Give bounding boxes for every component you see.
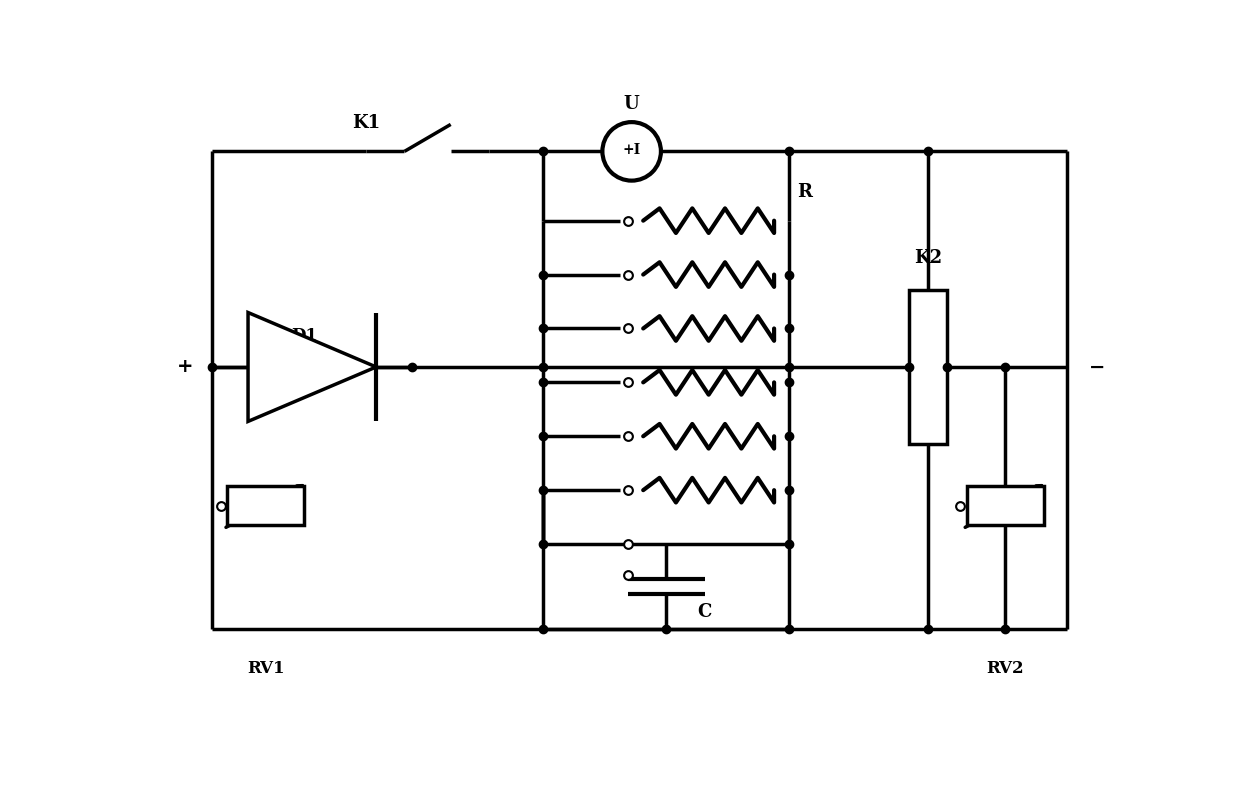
Text: RV1: RV1 [247,660,285,676]
Bar [967,486,1044,525]
Bar [227,486,304,525]
Text: D1: D1 [291,327,317,344]
Text: −: − [1089,358,1106,377]
Text: K1: K1 [352,114,381,132]
Polygon shape [248,312,376,421]
Bar [909,290,947,444]
Text: +I: +I [622,143,641,157]
Text: U: U [624,95,640,113]
Text: K2: K2 [914,249,942,267]
Text: R: R [797,183,812,201]
Text: +: + [177,358,193,377]
Text: C: C [697,603,712,621]
Text: RV2: RV2 [986,660,1024,676]
